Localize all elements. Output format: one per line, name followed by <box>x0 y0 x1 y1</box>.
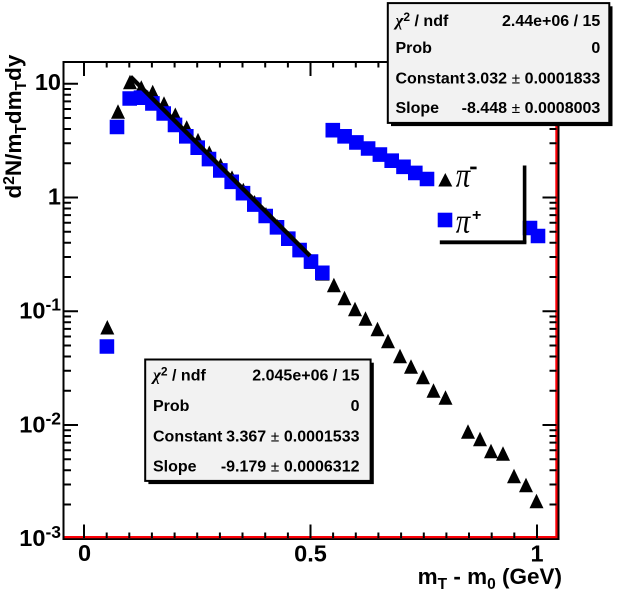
svg-text:10-3: 10-3 <box>19 522 61 551</box>
svg-text:Prob: Prob <box>153 398 190 415</box>
svg-text:+: + <box>472 207 481 224</box>
svg-text:Slope: Slope <box>396 100 440 117</box>
svg-text:0.5: 0.5 <box>294 541 327 567</box>
svg-text:χ2 / ndf: χ2 / ndf <box>394 10 449 30</box>
svg-text:Constant: Constant <box>396 71 466 88</box>
svg-text:1: 1 <box>530 541 543 567</box>
svg-text:2.045e+06 / 15: 2.045e+06 / 15 <box>252 368 359 385</box>
svg-text:Constant: Constant <box>153 428 223 445</box>
svg-text:0: 0 <box>591 40 600 57</box>
svg-text:π: π <box>456 156 471 194</box>
svg-text:Slope: Slope <box>153 459 197 476</box>
svg-text:3.367 ± 0.0001533: 3.367 ± 0.0001533 <box>226 428 359 445</box>
svg-text:0: 0 <box>351 398 360 415</box>
svg-text:2.44e+06 / 15: 2.44e+06 / 15 <box>502 13 600 30</box>
svg-text:10: 10 <box>35 69 61 95</box>
svg-text:Prob: Prob <box>396 40 433 57</box>
svg-text:0: 0 <box>78 540 91 566</box>
svg-text:χ2 / ndf: χ2 / ndf <box>151 365 206 385</box>
svg-text:3.032 ± 0.0001833: 3.032 ± 0.0001833 <box>467 71 600 88</box>
svg-text:π: π <box>456 202 471 240</box>
svg-text:-8.448 ± 0.0008003: -8.448 ± 0.0008003 <box>462 100 601 117</box>
svg-text:1: 1 <box>48 184 61 210</box>
svg-text:-9.179 ± 0.0006312: -9.179 ± 0.0006312 <box>221 459 360 476</box>
